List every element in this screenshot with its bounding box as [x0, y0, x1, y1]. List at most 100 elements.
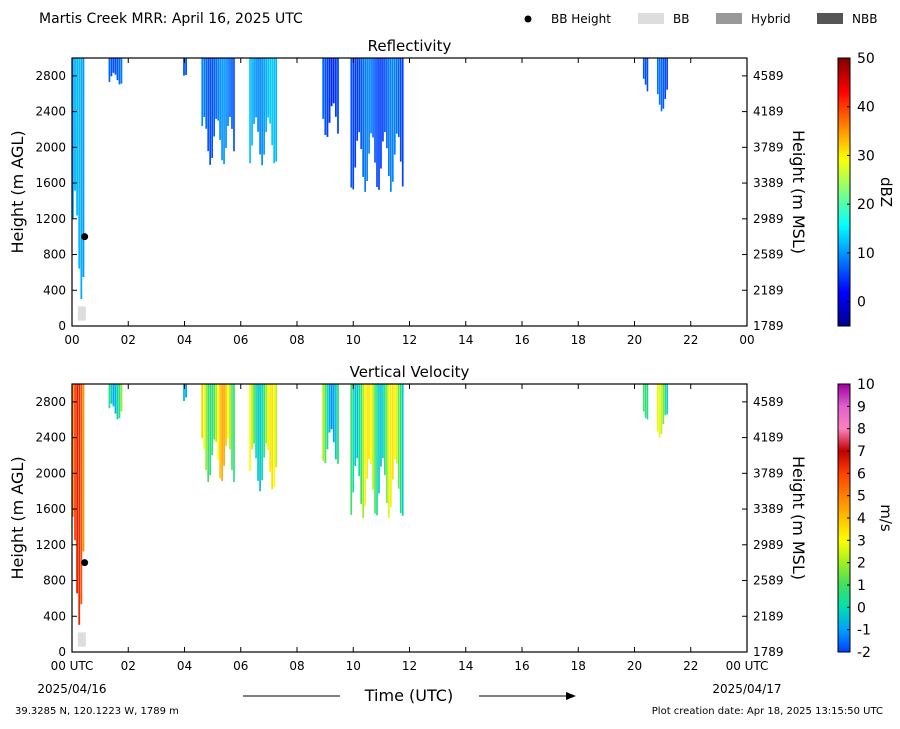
echo-column	[324, 384, 327, 464]
echo-column	[211, 384, 213, 456]
echo-column	[205, 384, 208, 471]
echo-column	[399, 58, 402, 162]
echo-column	[378, 384, 380, 494]
echo-column	[392, 384, 394, 480]
x-tick-label: 06	[233, 333, 248, 347]
echo-column	[384, 58, 386, 132]
echo-column	[644, 384, 647, 418]
echo-column	[370, 384, 372, 465]
echo-column	[116, 58, 119, 81]
echo-column	[213, 58, 215, 137]
echo-column	[646, 58, 649, 92]
bb-height-point	[81, 233, 89, 241]
colorbar-tick-label: -2	[857, 645, 871, 661]
echo-column	[265, 384, 267, 444]
echo-column	[275, 384, 278, 468]
y-right-tick-label: 3789	[753, 140, 784, 154]
echo-column	[399, 384, 402, 514]
echo-column	[664, 58, 667, 100]
echo-column	[223, 384, 225, 466]
echo-column	[380, 58, 382, 169]
echo-column	[219, 58, 221, 140]
echo-column	[233, 384, 235, 483]
echo-column	[118, 384, 121, 419]
echo-column	[380, 384, 382, 467]
echo-column	[376, 384, 378, 516]
echo-column	[334, 58, 337, 117]
x-tick-label: 00 UTC	[51, 659, 94, 673]
x-tick-label: 06	[233, 659, 248, 673]
x-tick-label: 10	[346, 333, 361, 347]
x-tick-label: 12	[402, 333, 417, 347]
echo-column	[657, 384, 659, 432]
x-tick-label: 14	[458, 333, 473, 347]
echo-column	[265, 58, 267, 133]
echo-column	[332, 58, 335, 104]
echo-column	[116, 384, 119, 420]
y-tick-label: 800	[43, 574, 66, 588]
echo-column	[352, 384, 355, 493]
echo-column	[120, 384, 123, 412]
echo-column	[203, 58, 206, 118]
echo-column	[209, 384, 212, 476]
legend-swatch	[638, 13, 664, 24]
echo-column	[324, 58, 327, 136]
echo-column	[273, 384, 276, 488]
y-tick-label: 400	[43, 609, 66, 623]
echo-column	[390, 58, 392, 192]
y-right-tick-label: 2589	[753, 574, 784, 588]
echo-column	[233, 58, 235, 152]
echo-column	[374, 58, 376, 163]
echo-column	[227, 58, 229, 126]
bb-marker	[77, 306, 86, 321]
echo-column	[78, 58, 81, 269]
colorbar-tick-label: 7	[857, 444, 866, 460]
colorbar-tick-label: 0	[857, 295, 866, 311]
x-axis-label: Time (UTC)	[364, 686, 453, 705]
echo-column	[376, 58, 378, 188]
y-tick-label: 0	[58, 319, 66, 333]
echo-column	[390, 384, 392, 507]
echo-column	[108, 58, 111, 82]
y-tick-label: 0	[58, 645, 66, 659]
echo-column	[229, 58, 231, 118]
echo-column	[358, 384, 361, 477]
y-tick-label: 2800	[35, 395, 66, 409]
legend-label: BB	[673, 12, 689, 26]
echo-column	[334, 384, 337, 460]
x-tick-label: 22	[683, 659, 698, 673]
echo-column	[368, 58, 370, 154]
echo-column	[322, 384, 325, 461]
y-right-tick-label: 1789	[753, 645, 784, 659]
echo-column	[118, 58, 121, 85]
echo-column	[261, 58, 263, 166]
echo-column	[382, 384, 384, 459]
y-right-tick-label: 1789	[753, 319, 784, 333]
echo-column	[80, 58, 83, 299]
x-tick-label: 08	[289, 659, 304, 673]
echo-column	[356, 384, 359, 459]
echo-column	[185, 384, 188, 398]
echo-column	[662, 384, 665, 424]
echo-column	[269, 384, 271, 472]
time-arrow-head	[566, 692, 576, 700]
y-right-tick-label: 4589	[753, 69, 784, 83]
colorbar-tick-label: 5	[857, 489, 866, 505]
x-tick-label: 10	[346, 659, 361, 673]
y-right-tick-label: 4589	[753, 395, 784, 409]
echo-column	[255, 384, 257, 459]
echo-column	[108, 384, 111, 409]
echo-column	[386, 58, 388, 149]
x-tick-label: 02	[121, 659, 136, 673]
echo-column	[322, 58, 325, 119]
x-tick-label: 02	[121, 333, 136, 347]
echo-column	[326, 384, 329, 450]
echo-column	[217, 384, 219, 460]
x-date-left: 2025/04/16	[37, 682, 106, 696]
colorbar	[837, 57, 851, 327]
echo-column	[386, 384, 388, 504]
x-tick-label: 04	[177, 333, 192, 347]
colorbar-tick-label: 20	[857, 197, 875, 213]
colorbar-tick-label: -1	[857, 623, 871, 639]
echo-column	[112, 384, 115, 407]
